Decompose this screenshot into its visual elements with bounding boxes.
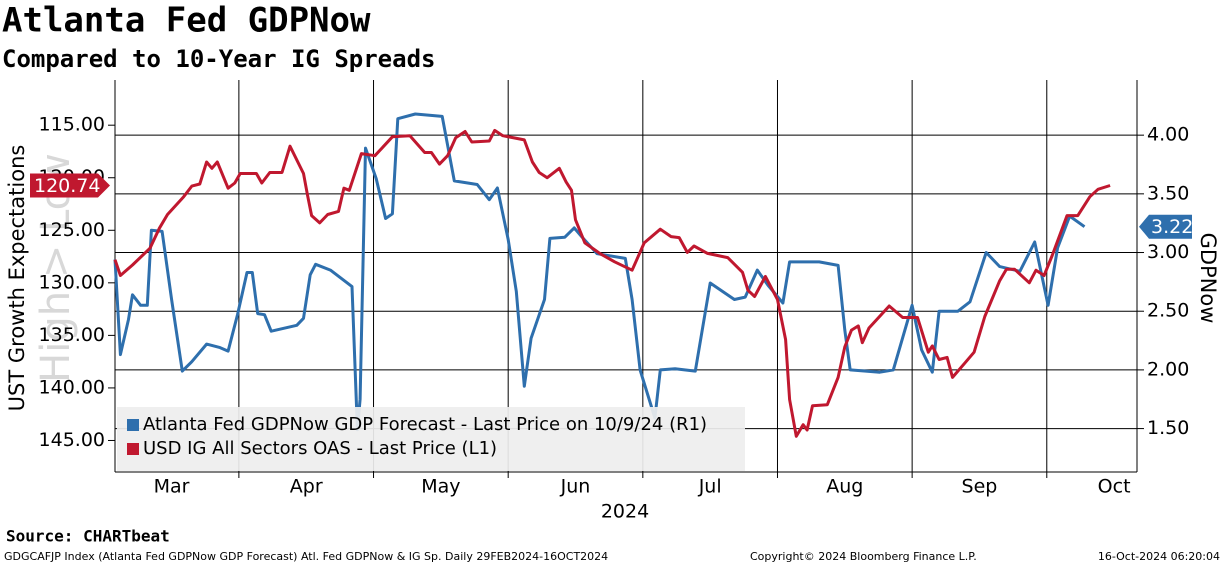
- data-line: [113, 112, 1086, 432]
- y2-tick-label: 1.50: [1147, 417, 1189, 439]
- chart-title: Atlanta Fed GDPNow: [2, 1, 371, 41]
- footer-center: Copyright© 2024 Bloomberg Finance L.P.: [750, 550, 977, 563]
- data-line: [113, 128, 1111, 438]
- legend-swatch: [127, 443, 139, 455]
- y-tick-label: 125.00: [39, 219, 105, 241]
- x-tick-label: Apr: [290, 476, 323, 498]
- y2-axis-label: GDPNow: [1196, 233, 1220, 324]
- last-value-label: 3.22: [1151, 216, 1193, 238]
- x-year-label: 2024: [601, 501, 649, 523]
- x-tick-label: Jun: [560, 476, 591, 498]
- x-tick-label: Mar: [154, 476, 190, 498]
- footer-left: GDGCAFJP Index (Atlanta Fed GDPNow GDP F…: [4, 550, 608, 563]
- source: Source: CHARTbeat: [6, 527, 170, 546]
- y2-tick-label: 2.00: [1147, 358, 1189, 380]
- legend-label: Atlanta Fed GDPNow GDP Forecast - Last P…: [143, 414, 707, 435]
- x-tick-label: May: [421, 476, 460, 498]
- y2-tick-label: 4.00: [1147, 124, 1189, 146]
- y-tick-label: 130.00: [39, 271, 105, 293]
- y-tick-label: 140.00: [39, 376, 105, 398]
- last-value-label: 120.74: [34, 175, 100, 197]
- x-tick-label: Sep: [962, 476, 998, 498]
- y-tick-label: 145.00: [39, 429, 105, 451]
- y-tick-label: 115.00: [39, 114, 105, 136]
- x-tick-label: Oct: [1098, 476, 1131, 498]
- legend-label: USD IG All Sectors OAS - Last Price (L1): [143, 438, 497, 459]
- footer-right: 16-Oct-2024 06:20:04: [1098, 550, 1220, 563]
- y2-tick-label: 3.00: [1147, 241, 1189, 263]
- last-value-tag: [30, 173, 110, 198]
- x-tick-label: Aug: [826, 476, 863, 498]
- x-tick-label: Jul: [698, 476, 722, 498]
- legend-swatch: [127, 419, 139, 431]
- last-value-tag: [1139, 214, 1192, 239]
- legend-box: [117, 407, 745, 471]
- y-axis-label: UST Growth Expectations: [5, 145, 29, 412]
- y2-tick-label: 3.50: [1147, 182, 1189, 204]
- y2-tick-label: 2.50: [1147, 300, 1189, 322]
- chart-subtitle: Compared to 10-Year IG Spreads: [2, 45, 435, 73]
- y-tick-label: 135.00: [39, 324, 105, 346]
